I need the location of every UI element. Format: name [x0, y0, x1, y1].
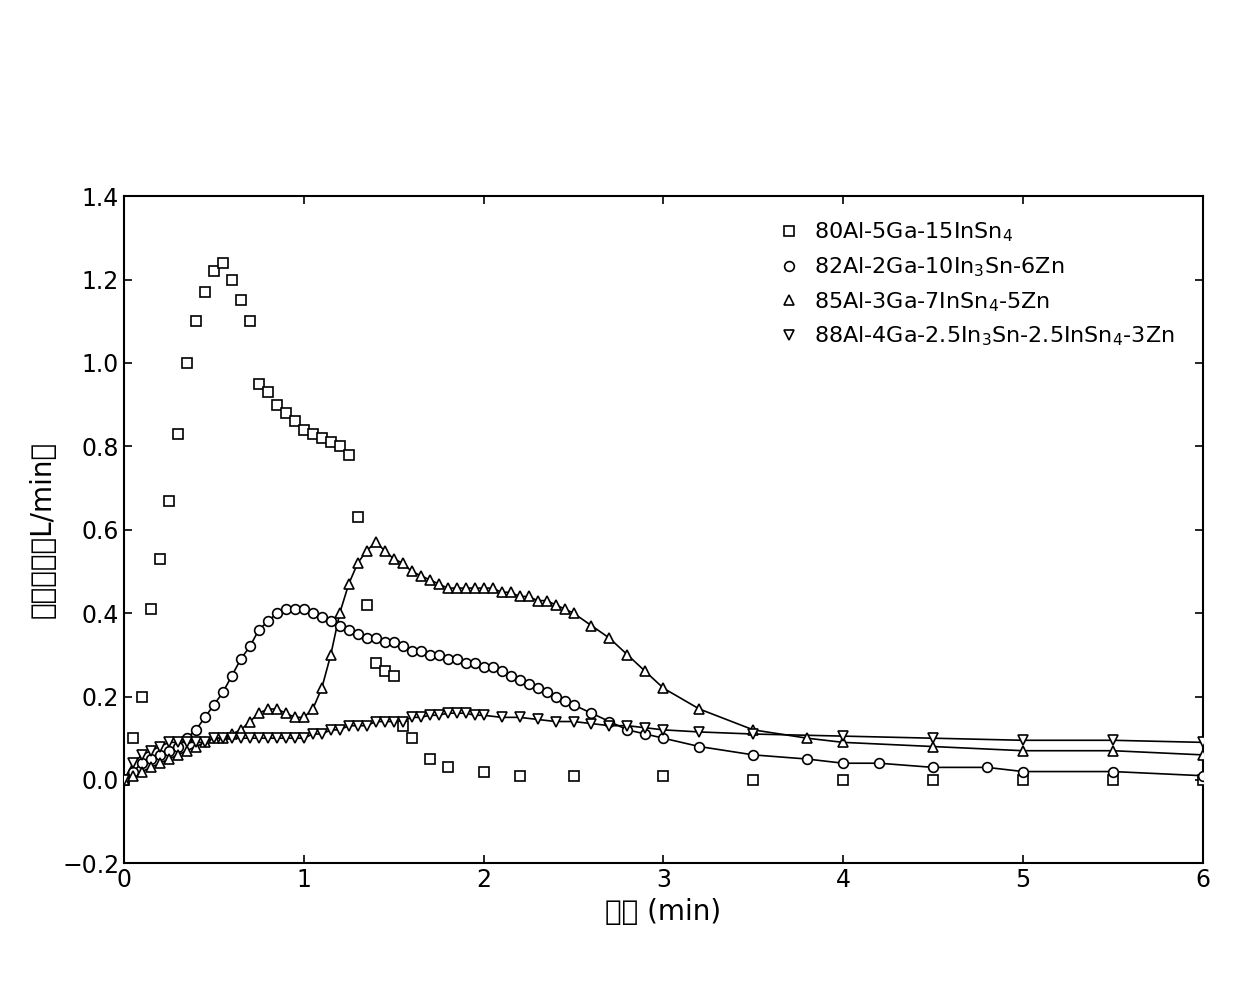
85Al-3Ga-7InSn$_4$-5Zn — [117, 774, 131, 786]
80Al-5Ga-15InSn$_4$ — [233, 294, 248, 306]
Line: 80Al-5Ga-15InSn$_4$: 80Al-5Ga-15InSn$_4$ — [119, 258, 1208, 785]
80Al-5Ga-15InSn$_4$ — [324, 437, 339, 448]
80Al-5Ga-15InSn$_4$ — [396, 720, 410, 732]
80Al-5Ga-15InSn$_4$ — [117, 774, 131, 786]
85Al-3Ga-7InSn$_4$-5Zn — [351, 557, 366, 569]
88Al-4Ga-2.5In$_3$Sn-2.5InSn$_4$-3Zn — [467, 709, 482, 721]
88Al-4Ga-2.5In$_3$Sn-2.5InSn$_4$-3Zn — [440, 707, 455, 719]
80Al-5Ga-15InSn$_4$ — [278, 407, 293, 419]
80Al-5Ga-15InSn$_4$ — [314, 432, 329, 443]
82Al-2Ga-10In$_3$Sn-6Zn — [377, 637, 392, 648]
82Al-2Ga-10In$_3$Sn-6Zn — [603, 715, 618, 727]
80Al-5Ga-15InSn$_4$ — [1105, 774, 1120, 786]
80Al-5Ga-15InSn$_4$ — [242, 315, 258, 327]
80Al-5Ga-15InSn$_4$ — [368, 657, 383, 669]
X-axis label: 时间 (min): 时间 (min) — [605, 898, 722, 926]
85Al-3Ga-7InSn$_4$-5Zn — [1195, 749, 1210, 761]
80Al-5Ga-15InSn$_4$ — [476, 765, 491, 777]
80Al-5Ga-15InSn$_4$ — [404, 732, 419, 744]
82Al-2Ga-10In$_3$Sn-6Zn — [117, 774, 131, 786]
88Al-4Ga-2.5In$_3$Sn-2.5InSn$_4$-3Zn — [637, 722, 652, 734]
85Al-3Ga-7InSn$_4$-5Zn — [440, 582, 455, 594]
80Al-5Ga-15InSn$_4$ — [161, 494, 176, 506]
88Al-4Ga-2.5In$_3$Sn-2.5InSn$_4$-3Zn — [117, 774, 131, 786]
82Al-2Ga-10In$_3$Sn-6Zn — [1195, 770, 1210, 782]
Legend: 80Al-5Ga-15InSn$_4$, 82Al-2Ga-10In$_3$Sn-6Zn, 85Al-3Ga-7InSn$_4$-5Zn, 88Al-4Ga-2: 80Al-5Ga-15InSn$_4$, 82Al-2Ga-10In$_3$Sn… — [769, 214, 1180, 355]
80Al-5Ga-15InSn$_4$ — [440, 761, 455, 773]
80Al-5Ga-15InSn$_4$ — [144, 603, 159, 615]
88Al-4Ga-2.5In$_3$Sn-2.5InSn$_4$-3Zn — [233, 732, 248, 744]
80Al-5Ga-15InSn$_4$ — [656, 770, 671, 782]
80Al-5Ga-15InSn$_4$ — [153, 553, 167, 565]
80Al-5Ga-15InSn$_4$ — [269, 398, 284, 410]
85Al-3Ga-7InSn$_4$-5Zn — [404, 565, 419, 577]
Line: 82Al-2Ga-10In$_3$Sn-6Zn: 82Al-2Ga-10In$_3$Sn-6Zn — [119, 604, 1208, 785]
82Al-2Ga-10In$_3$Sn-6Zn — [305, 607, 320, 619]
80Al-5Ga-15InSn$_4$ — [188, 315, 203, 327]
82Al-2Ga-10In$_3$Sn-6Zn — [161, 745, 176, 756]
82Al-2Ga-10In$_3$Sn-6Zn — [260, 616, 275, 628]
88Al-4Ga-2.5In$_3$Sn-2.5InSn$_4$-3Zn — [1195, 737, 1210, 749]
80Al-5Ga-15InSn$_4$ — [197, 286, 212, 298]
80Al-5Ga-15InSn$_4$ — [252, 378, 267, 389]
88Al-4Ga-2.5In$_3$Sn-2.5InSn$_4$-3Zn — [1016, 735, 1030, 747]
82Al-2Ga-10In$_3$Sn-6Zn — [925, 761, 940, 773]
80Al-5Ga-15InSn$_4$ — [1016, 774, 1030, 786]
80Al-5Ga-15InSn$_4$ — [512, 770, 527, 782]
80Al-5Ga-15InSn$_4$ — [360, 598, 374, 610]
80Al-5Ga-15InSn$_4$ — [565, 770, 580, 782]
80Al-5Ga-15InSn$_4$ — [296, 424, 311, 436]
80Al-5Ga-15InSn$_4$ — [224, 274, 239, 285]
88Al-4Ga-2.5In$_3$Sn-2.5InSn$_4$-3Zn — [242, 732, 258, 744]
80Al-5Ga-15InSn$_4$ — [387, 670, 402, 682]
Y-axis label: 产氢速率（L/min）: 产氢速率（L/min） — [29, 441, 57, 618]
85Al-3Ga-7InSn$_4$-5Zn — [485, 582, 500, 594]
80Al-5Ga-15InSn$_4$ — [305, 428, 320, 439]
80Al-5Ga-15InSn$_4$ — [216, 257, 231, 269]
80Al-5Ga-15InSn$_4$ — [170, 428, 186, 439]
80Al-5Ga-15InSn$_4$ — [745, 774, 760, 786]
80Al-5Ga-15InSn$_4$ — [332, 440, 347, 452]
80Al-5Ga-15InSn$_4$ — [925, 774, 940, 786]
Line: 88Al-4Ga-2.5In$_3$Sn-2.5InSn$_4$-3Zn: 88Al-4Ga-2.5In$_3$Sn-2.5InSn$_4$-3Zn — [119, 708, 1208, 785]
80Al-5Ga-15InSn$_4$ — [288, 416, 303, 428]
85Al-3Ga-7InSn$_4$-5Zn — [188, 741, 203, 752]
80Al-5Ga-15InSn$_4$ — [260, 387, 275, 398]
80Al-5Ga-15InSn$_4$ — [422, 753, 436, 765]
80Al-5Ga-15InSn$_4$ — [377, 665, 392, 677]
80Al-5Ga-15InSn$_4$ — [134, 691, 149, 702]
88Al-4Ga-2.5In$_3$Sn-2.5InSn$_4$-3Zn — [531, 713, 546, 725]
80Al-5Ga-15InSn$_4$ — [125, 732, 140, 744]
80Al-5Ga-15InSn$_4$ — [836, 774, 851, 786]
82Al-2Ga-10In$_3$Sn-6Zn — [278, 603, 293, 615]
80Al-5Ga-15InSn$_4$ — [1195, 774, 1210, 786]
85Al-3Ga-7InSn$_4$-5Zn — [368, 537, 383, 548]
80Al-5Ga-15InSn$_4$ — [180, 357, 195, 369]
85Al-3Ga-7InSn$_4$-5Zn — [494, 587, 508, 598]
Line: 85Al-3Ga-7InSn$_4$-5Zn: 85Al-3Ga-7InSn$_4$-5Zn — [119, 538, 1208, 785]
80Al-5Ga-15InSn$_4$ — [351, 511, 366, 523]
80Al-5Ga-15InSn$_4$ — [206, 265, 221, 277]
80Al-5Ga-15InSn$_4$ — [341, 448, 356, 460]
